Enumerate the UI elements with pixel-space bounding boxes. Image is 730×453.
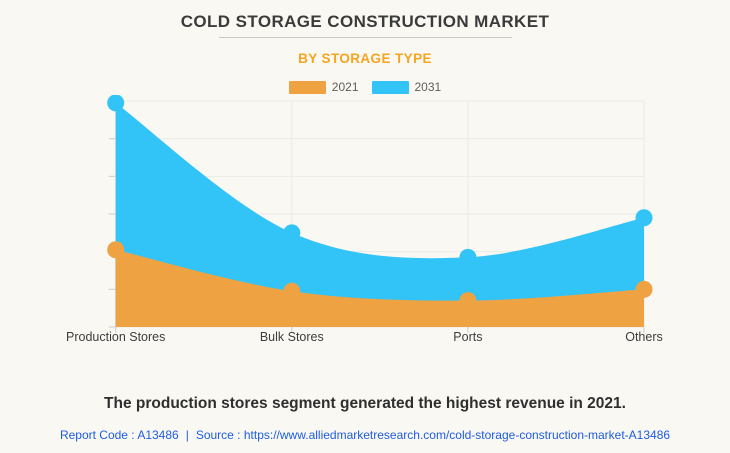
area-chart: Production Stores Bulk Stores Ports Others <box>66 95 663 344</box>
legend-item-2021[interactable]: 2021 <box>288 80 359 94</box>
series-area-2031 <box>115 102 644 327</box>
data-point-2021[interactable] <box>459 292 477 310</box>
data-point-2021[interactable] <box>107 241 125 259</box>
report-code: Report Code : A13486 <box>59 428 179 442</box>
chart-caption: The production stores segment generated … <box>104 395 626 412</box>
legend: 2021 2031 <box>0 80 730 94</box>
data-point-2021[interactable] <box>635 280 653 298</box>
data-point-2031[interactable] <box>459 248 477 266</box>
series-area-2021 <box>115 249 644 327</box>
footer-separator: | <box>185 428 189 442</box>
title-underline <box>219 37 512 38</box>
legend-item-2031[interactable]: 2031 <box>371 80 442 94</box>
x-axis-label: Bulk Stores <box>260 330 324 344</box>
source-link[interactable]: https://www.alliedmarketresearch.com/col… <box>243 428 671 442</box>
x-axis-label: Production Stores <box>66 330 165 344</box>
legend-swatch-2031-icon <box>371 80 409 94</box>
data-point-2031[interactable] <box>107 95 125 112</box>
legend-label-2031: 2031 <box>414 80 442 94</box>
page-title: COLD STORAGE CONSTRUCTION MARKET <box>180 12 550 31</box>
legend-swatch-2021-icon <box>288 80 326 94</box>
x-axis-label: Others <box>625 330 663 344</box>
report-footer: Report Code : A13486 | Source : https://ww… <box>0 428 730 442</box>
chart-subtitle: BY STORAGE TYPE <box>298 51 432 66</box>
data-point-2031[interactable] <box>635 209 653 227</box>
data-point-2021[interactable] <box>283 282 301 300</box>
x-axis-label: Ports <box>453 330 482 344</box>
source-label: Source : <box>195 428 241 442</box>
legend-label-2021: 2021 <box>331 80 359 94</box>
data-point-2031[interactable] <box>283 224 301 242</box>
